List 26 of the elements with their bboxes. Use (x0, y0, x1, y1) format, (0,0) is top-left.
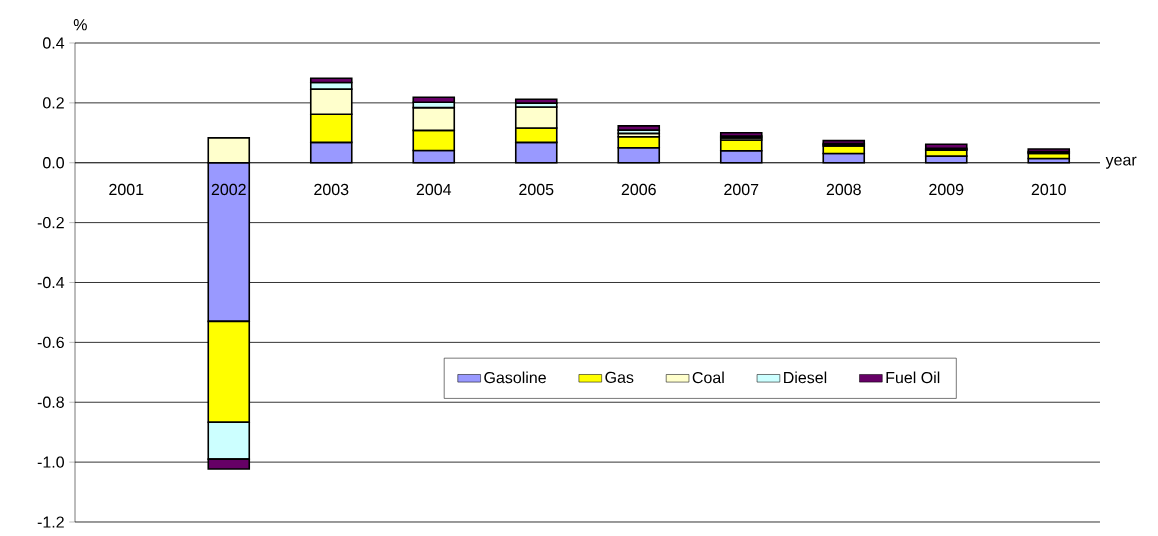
y-tick-label: -0.8 (37, 396, 64, 408)
x-axis-title: year (1105, 156, 1137, 169)
y-tick-label: -0.2 (37, 216, 64, 229)
x-tick-label: 2010 (1031, 183, 1066, 196)
x-tick-label: 2001 (109, 183, 144, 196)
y-axis-title: % (73, 19, 87, 31)
legend-label: Diesel (784, 371, 827, 384)
x-tick-label: 2005 (519, 183, 554, 196)
x-tick-label: 2003 (314, 183, 349, 196)
legend-label: Gas (605, 371, 634, 384)
y-tick-label: -0.4 (37, 276, 65, 289)
y-tick-label: 0.0 (43, 157, 64, 169)
y-tick-label: 0.4 (43, 37, 65, 49)
y-tick-label: -0.6 (37, 336, 64, 349)
legend-label: Fuel Oil (886, 371, 940, 384)
y-tick-label: -1.2 (37, 516, 64, 528)
x-tick-label: 2008 (826, 183, 861, 196)
x-tick-label: 2009 (929, 183, 964, 196)
y-tick-label: 0.2 (43, 97, 64, 109)
x-tick-label: 2007 (724, 183, 759, 196)
y-tick-label: -1.0 (37, 456, 64, 468)
legend-label: Coal (692, 371, 724, 384)
x-tick-label: 2002 (211, 183, 246, 196)
x-tick-label: 2004 (416, 183, 452, 196)
x-tick-label: 2006 (621, 183, 656, 196)
legend-label: Gasoline (484, 371, 546, 384)
